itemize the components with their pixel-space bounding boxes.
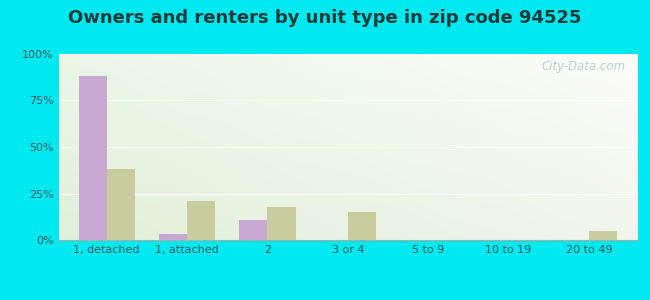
- Bar: [589, 231, 617, 240]
- Bar: [159, 234, 187, 240]
- Text: Owners and renters by unit type in zip code 94525: Owners and renters by unit type in zip c…: [68, 9, 582, 27]
- Bar: [239, 220, 267, 240]
- Text: City-Data.com: City-Data.com: [541, 60, 625, 73]
- Bar: [348, 212, 376, 240]
- Bar: [107, 169, 135, 240]
- Bar: [267, 206, 296, 240]
- Bar: [79, 76, 107, 240]
- Bar: [187, 201, 215, 240]
